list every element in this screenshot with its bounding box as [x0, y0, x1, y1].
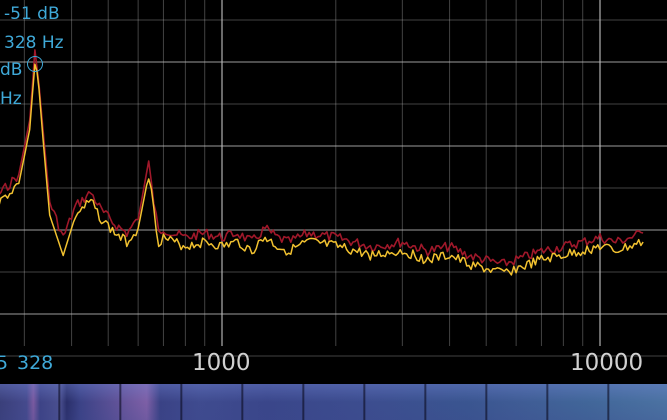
- axis-tick-328: 328: [17, 352, 54, 374]
- cursor-frequency-readout: Hz: [0, 89, 22, 109]
- grid: [0, 0, 667, 357]
- peak-level-readout: -51 dB: [4, 4, 60, 24]
- spectrum-svg: [0, 0, 667, 357]
- live-spectrum-trace: [0, 63, 644, 276]
- axis-tick-1000: 1000: [192, 350, 251, 376]
- peak-marker-circle: [27, 56, 43, 72]
- axis-tick-5: 5: [0, 352, 9, 374]
- peak-hold-trace: [0, 49, 644, 267]
- cursor-level-readout: dB: [0, 60, 23, 80]
- peak-frequency-readout: 328 Hz: [4, 33, 64, 53]
- spectrogram-waterfall[interactable]: [0, 384, 667, 420]
- spectrum-curves: [0, 49, 644, 276]
- spectrum-plot[interactable]: [0, 0, 667, 380]
- axis-tick-10000: 10000: [570, 350, 644, 376]
